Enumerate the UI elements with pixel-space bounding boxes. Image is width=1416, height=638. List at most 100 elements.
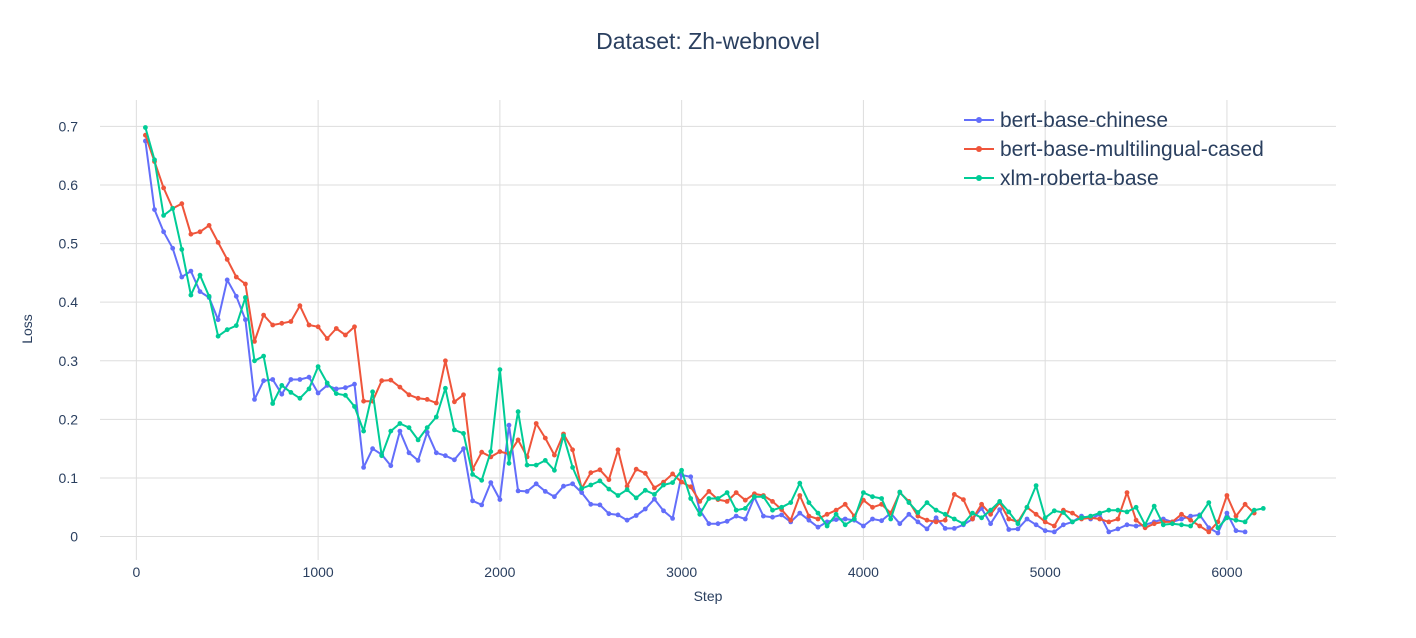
data-point <box>224 257 230 262</box>
data-point <box>1051 523 1057 529</box>
data-point <box>724 490 730 495</box>
legend-item[interactable]: bert-base-multilingual-cased <box>964 138 1264 161</box>
x-tick-label: 1000 <box>303 564 334 580</box>
data-point <box>552 452 557 458</box>
data-point <box>1106 519 1112 525</box>
y-tick-label: 0 <box>70 529 78 545</box>
data-point <box>679 467 684 473</box>
data-point <box>306 386 312 392</box>
data-point <box>1006 516 1012 522</box>
data-point <box>615 447 621 453</box>
data-point <box>1097 516 1103 522</box>
data-point <box>243 317 248 323</box>
legend-label: bert-base-multilingual-cased <box>1000 138 1264 161</box>
data-point <box>715 496 721 501</box>
data-point <box>261 353 266 359</box>
data-point <box>915 510 921 515</box>
data-point <box>779 512 784 518</box>
data-point <box>824 523 830 529</box>
data-point <box>742 506 748 511</box>
data-point <box>1088 513 1093 519</box>
data-point <box>1224 515 1230 521</box>
data-point <box>1224 493 1230 498</box>
data-point <box>1242 529 1248 535</box>
data-point <box>915 519 921 525</box>
data-point <box>1042 515 1048 521</box>
data-point <box>733 507 739 513</box>
data-point <box>406 425 412 430</box>
data-point <box>315 364 321 369</box>
data-point <box>842 516 848 522</box>
grid-lines <box>100 100 1336 560</box>
data-point <box>770 499 775 504</box>
data-point <box>951 526 957 531</box>
data-point <box>988 507 993 513</box>
data-point <box>742 497 748 503</box>
data-point <box>542 489 548 494</box>
data-point <box>388 463 394 469</box>
legend[interactable]: bert-base-chinese bert-base-multilingual-… <box>964 109 1264 190</box>
data-point <box>770 514 775 520</box>
data-point <box>606 477 612 483</box>
data-point <box>1224 510 1230 516</box>
data-point <box>443 385 448 391</box>
data-point <box>479 502 485 508</box>
data-point <box>270 322 276 328</box>
legend-swatch-marker <box>976 175 982 181</box>
data-point <box>461 431 466 436</box>
data-point <box>270 377 276 382</box>
data-point <box>1242 519 1248 525</box>
data-point <box>343 332 348 338</box>
data-point <box>170 245 176 251</box>
data-point <box>870 494 875 500</box>
data-point <box>1015 521 1021 527</box>
x-axis-label: Step <box>694 588 723 604</box>
data-point <box>1133 517 1139 523</box>
data-point <box>1042 519 1048 525</box>
x-tick-label: 2000 <box>484 564 515 580</box>
y-axis-label: Loss <box>19 314 35 344</box>
data-point <box>488 480 494 485</box>
y-tick-label: 0.5 <box>59 236 79 252</box>
data-point <box>942 517 948 523</box>
data-point <box>233 323 239 328</box>
data-point <box>861 523 866 529</box>
data-point <box>179 274 185 280</box>
data-point <box>670 480 675 485</box>
series-line <box>144 140 1246 534</box>
data-point <box>433 400 439 406</box>
data-point <box>279 320 285 326</box>
data-point <box>424 429 430 435</box>
data-point <box>897 521 903 527</box>
data-point <box>452 457 457 463</box>
legend-item[interactable]: xlm-roberta-base <box>964 167 1159 190</box>
data-point <box>552 467 557 473</box>
data-point <box>170 206 176 211</box>
x-tick-label: 3000 <box>666 564 697 580</box>
data-point <box>1042 528 1048 534</box>
data-point <box>870 516 875 522</box>
data-point <box>1233 517 1239 523</box>
data-point <box>824 511 830 517</box>
data-point <box>433 450 439 456</box>
data-point <box>488 449 494 454</box>
data-point <box>197 272 203 278</box>
data-point <box>397 384 403 390</box>
data-point <box>470 498 475 504</box>
data-point <box>561 483 566 489</box>
data-point <box>1170 521 1175 527</box>
data-point <box>1188 513 1193 519</box>
data-point <box>1024 504 1030 510</box>
data-point <box>1151 503 1157 509</box>
data-point <box>924 526 930 532</box>
data-point <box>261 312 266 318</box>
series-line <box>144 134 1255 533</box>
data-point <box>779 504 784 510</box>
legend-item[interactable]: bert-base-chinese <box>964 109 1168 132</box>
data-point <box>797 493 803 498</box>
data-point <box>597 467 603 473</box>
data-point <box>661 482 666 488</box>
y-tick-label: 0.6 <box>59 177 79 193</box>
data-point <box>1115 516 1121 522</box>
data-point <box>715 521 721 527</box>
